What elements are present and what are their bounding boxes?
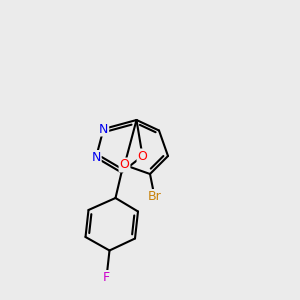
Text: N: N <box>91 151 101 164</box>
Text: O: O <box>120 158 129 172</box>
Text: O: O <box>138 149 147 163</box>
Text: Br: Br <box>148 190 161 203</box>
Text: N: N <box>99 122 108 136</box>
Text: F: F <box>103 271 110 284</box>
